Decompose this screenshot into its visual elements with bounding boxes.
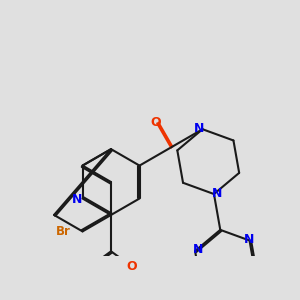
Text: N: N <box>212 187 223 200</box>
Text: N: N <box>193 243 203 256</box>
Text: N: N <box>72 193 83 206</box>
Text: N: N <box>243 233 254 246</box>
Text: N: N <box>194 122 204 135</box>
Text: O: O <box>127 260 137 273</box>
Text: Br: Br <box>56 225 70 238</box>
Text: O: O <box>150 116 161 129</box>
